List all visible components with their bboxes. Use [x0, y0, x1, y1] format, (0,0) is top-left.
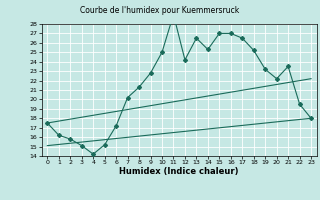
X-axis label: Humidex (Indice chaleur): Humidex (Indice chaleur)	[119, 167, 239, 176]
Text: Courbe de l'humidex pour Kuemmersruck: Courbe de l'humidex pour Kuemmersruck	[80, 6, 240, 15]
